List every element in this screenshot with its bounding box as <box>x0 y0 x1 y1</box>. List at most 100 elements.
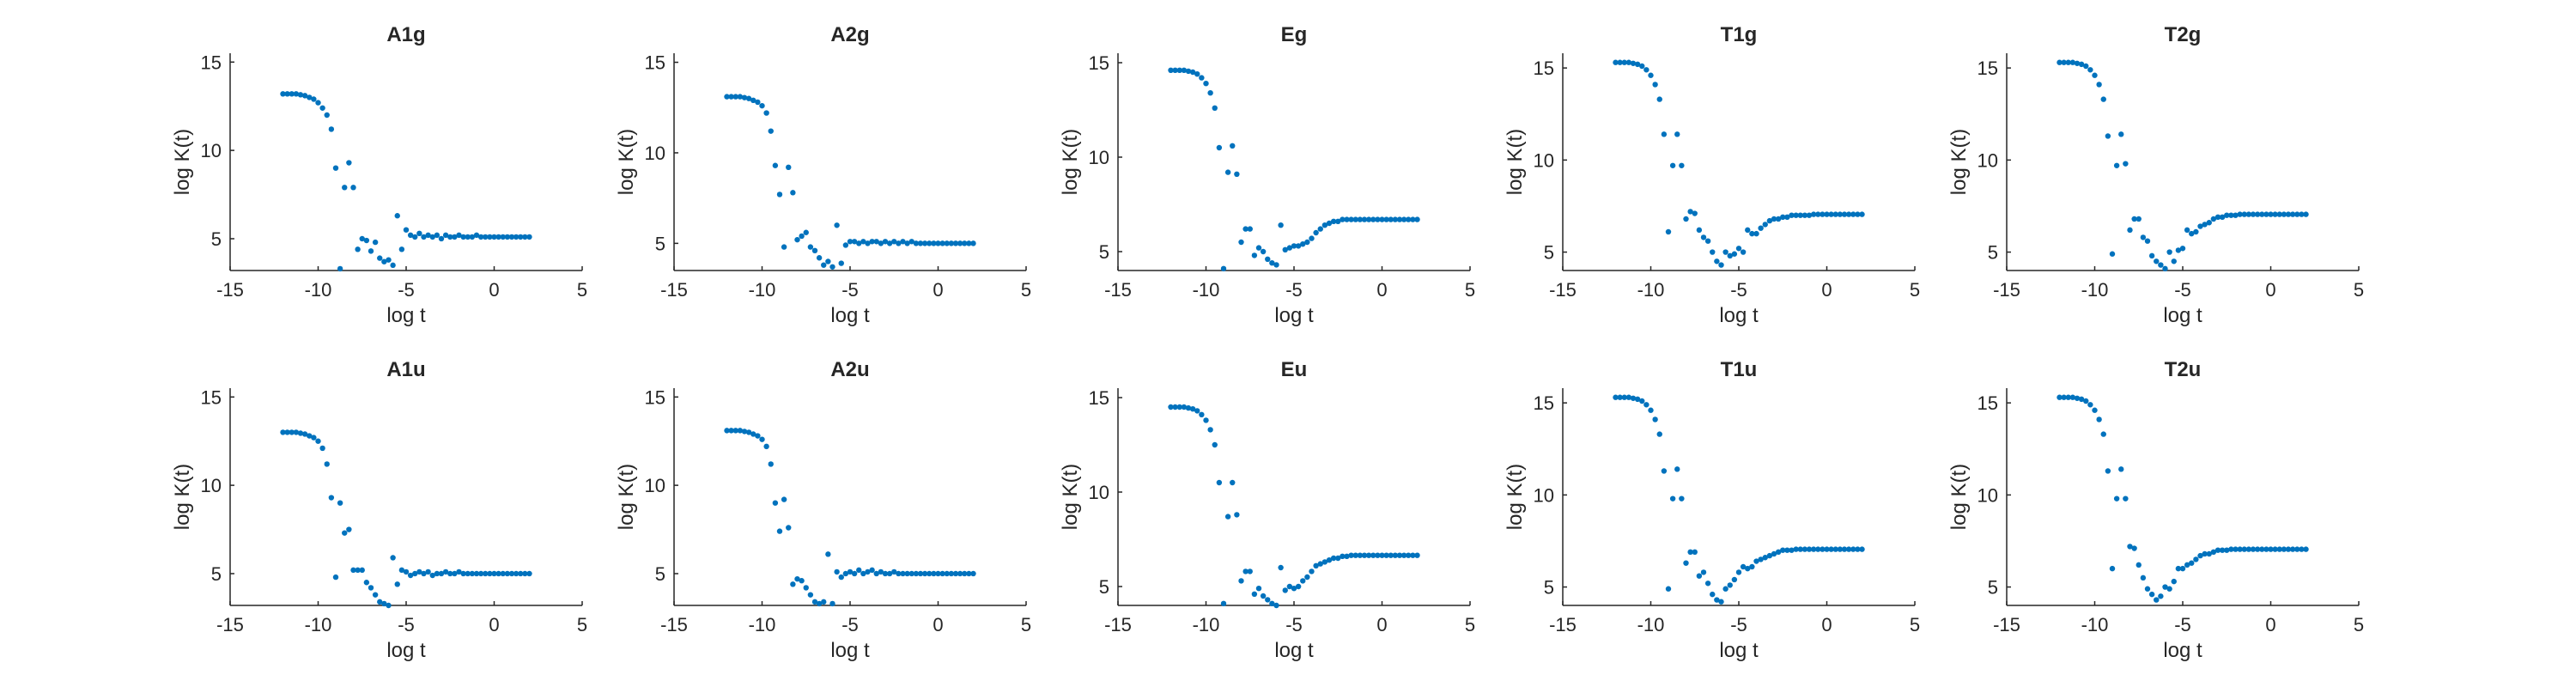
data-point <box>856 567 862 574</box>
data-point <box>398 246 405 252</box>
data-point <box>799 233 805 240</box>
data-point <box>2219 214 2226 221</box>
data-point <box>1220 600 1227 606</box>
data-point <box>2162 265 2168 272</box>
data-point <box>526 570 532 577</box>
data-point <box>1348 552 1354 558</box>
data-point <box>917 240 924 246</box>
data-point <box>1313 562 1319 568</box>
data-point <box>952 240 959 246</box>
data-point <box>508 234 515 240</box>
data-point <box>921 570 928 577</box>
data-point <box>442 568 449 575</box>
data-point <box>429 572 435 579</box>
data-point <box>931 570 937 577</box>
data-point <box>1344 553 1350 559</box>
data-point <box>421 234 427 240</box>
data-point <box>1410 216 1416 222</box>
data-point <box>2184 227 2190 234</box>
data-point <box>1766 217 1773 224</box>
x-tick-label: -10 <box>749 614 776 635</box>
data-point <box>2303 546 2309 552</box>
data-point <box>328 126 335 132</box>
subplot-t2g: -15 -10 -5 0 5 5 10 15 T2g log t log K(t) <box>1947 23 2364 327</box>
data-point <box>1326 557 1333 563</box>
data-point <box>1762 222 1768 228</box>
data-point <box>1168 404 1174 410</box>
data-point <box>1181 67 1188 74</box>
data-point <box>724 94 730 100</box>
data-point <box>737 94 744 100</box>
data-point <box>2162 584 2168 590</box>
data-point <box>724 428 730 434</box>
data-point <box>394 581 400 587</box>
data-point <box>1789 547 1795 553</box>
data-point <box>1278 564 1284 571</box>
data-point <box>1396 552 1403 558</box>
data-point <box>2127 544 2133 550</box>
data-point <box>1793 546 1799 552</box>
data-point <box>2289 211 2296 217</box>
y-tick-label: 10 <box>1534 149 1554 171</box>
x-tick-label: 5 <box>1910 614 1920 635</box>
x-tick-label: 0 <box>933 279 943 301</box>
data-point <box>390 555 396 561</box>
data-point <box>1771 550 1777 557</box>
data-point <box>803 229 809 235</box>
data-point <box>1185 404 1192 411</box>
x-tick-label: 5 <box>577 614 587 635</box>
data-point <box>948 240 955 246</box>
data-point <box>2061 394 2067 400</box>
data-point <box>447 570 453 577</box>
data-point <box>1630 60 1637 66</box>
data-point <box>2069 59 2076 65</box>
x-tick-label: -5 <box>1730 279 1747 301</box>
data-point <box>421 570 427 577</box>
data-point <box>1330 218 1337 224</box>
data-point <box>935 240 941 246</box>
data-point <box>452 570 458 577</box>
data-point <box>495 570 501 577</box>
data-point <box>829 600 835 607</box>
subplot-eu: -15 -10 -5 0 5 5 10 15 Eu log t log K(t) <box>1059 358 1475 662</box>
data-point <box>939 570 945 577</box>
data-point <box>1216 144 1223 151</box>
data-point <box>289 429 295 435</box>
data-point <box>2166 249 2172 255</box>
data-point <box>346 526 352 532</box>
data-point <box>2109 251 2116 257</box>
data-point <box>1718 599 1724 605</box>
data-point <box>1643 402 1649 408</box>
x-tick-label: -5 <box>1285 279 1303 301</box>
data-point <box>2285 546 2292 552</box>
data-point <box>394 213 400 219</box>
data-point <box>1251 591 1258 597</box>
data-point <box>1784 547 1790 553</box>
data-point <box>1388 216 1394 222</box>
data-point <box>2109 565 2116 572</box>
data-point <box>1189 406 1196 412</box>
subplot-eg: -15 -10 -5 0 5 5 10 15 Eg log t log K(t) <box>1059 23 1475 327</box>
y-axis-label: log K(t) <box>615 129 638 195</box>
data-point <box>1727 252 1733 259</box>
data-point <box>2092 72 2098 78</box>
data-point <box>425 568 431 575</box>
y-axis-label: log K(t) <box>171 129 194 195</box>
data-point <box>1832 211 1838 217</box>
data-point <box>908 239 914 245</box>
data-point <box>1661 131 1668 137</box>
data-point <box>1300 241 1306 247</box>
chart-title: T2g <box>2165 23 2202 46</box>
x-tick-label: -15 <box>660 614 688 635</box>
data-point <box>755 99 761 106</box>
data-point <box>1621 394 1627 400</box>
data-point <box>1789 212 1795 218</box>
data-point <box>469 570 476 577</box>
x-axis-label: log t <box>830 639 870 662</box>
subplot-t1g: -15 -10 -5 0 5 5 10 15 T1g log t log K(t) <box>1504 23 1920 327</box>
data-point <box>386 257 392 263</box>
y-tick-label: 15 <box>645 386 665 408</box>
chart-title: A1u <box>386 358 425 381</box>
x-tick-label: -5 <box>1285 614 1303 635</box>
x-axis-label: log t <box>830 304 870 327</box>
